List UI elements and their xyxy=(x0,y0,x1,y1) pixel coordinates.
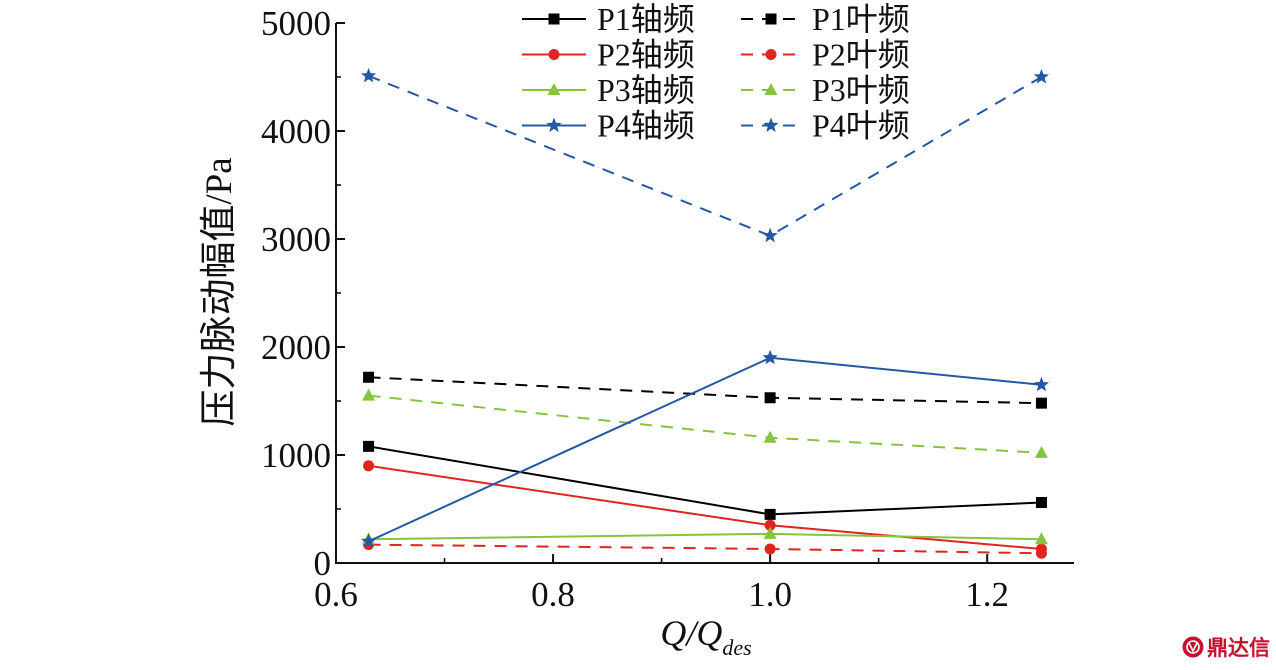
legend-label: P3叶频 xyxy=(812,72,910,108)
series-8-point-1 xyxy=(360,67,377,83)
series-5-point-2 xyxy=(764,392,776,404)
series-layer xyxy=(360,67,1050,559)
legend-item-5: P1叶频 xyxy=(741,1,910,37)
series-2-point-3 xyxy=(1035,543,1047,555)
legend-item-1: P1轴频 xyxy=(522,1,695,37)
legend-marker xyxy=(765,49,777,60)
legend-item-8: P4叶频 xyxy=(741,108,910,144)
series-4-point-3 xyxy=(1033,376,1050,392)
legend-marker xyxy=(548,49,560,60)
legend-item-6: P2叶频 xyxy=(741,37,910,73)
series-2-point-2 xyxy=(764,519,776,531)
legend-item-4: P4轴频 xyxy=(522,108,695,144)
series-1 xyxy=(363,440,1047,520)
series-4-point-2 xyxy=(762,349,778,365)
legend-label: P2轴频 xyxy=(597,37,695,73)
y-axis-title-group: 压力脉动幅值/Pa xyxy=(199,157,240,426)
legend-item-2: P2轴频 xyxy=(522,37,695,73)
series-2-point-1 xyxy=(363,460,375,472)
x-tick-label: 0.6 xyxy=(314,575,358,614)
series-6-point-2 xyxy=(764,543,776,555)
legend-label: P1轴频 xyxy=(597,1,695,37)
y-tick-label: 2000 xyxy=(261,328,331,367)
series-6-line xyxy=(368,543,1042,555)
watermark: 鼎达信 xyxy=(1182,636,1270,660)
x-axis-title: Q/Qdes xyxy=(660,613,751,660)
series-2 xyxy=(363,460,1047,555)
y-tick-label: 4000 xyxy=(261,112,331,151)
series-8-point-2 xyxy=(762,227,778,243)
legend-marker xyxy=(763,117,779,132)
series-8 xyxy=(360,67,1050,243)
x-tick-label: 1.0 xyxy=(748,575,792,614)
legend-label: P4叶频 xyxy=(812,108,910,144)
y-tick-label: 1000 xyxy=(261,436,331,475)
series-4 xyxy=(360,349,1050,548)
series-1-point-2 xyxy=(764,508,776,520)
series-7-point-1 xyxy=(362,388,376,401)
x-axis-title-subscript: des xyxy=(722,635,751,660)
legend-item-7: P3叶频 xyxy=(741,72,910,108)
legend-label: P1叶频 xyxy=(812,1,910,37)
series-3-point-3 xyxy=(1034,532,1048,545)
watermark-logo-icon xyxy=(1182,636,1204,658)
series-4-point-1 xyxy=(360,533,377,548)
series-1-point-3 xyxy=(1035,497,1047,509)
series-5-line xyxy=(368,376,1042,405)
legend-marker xyxy=(547,83,561,95)
legend-label: P3轴频 xyxy=(597,72,695,108)
series-6 xyxy=(363,539,1047,559)
legend-label: P2叶频 xyxy=(812,37,910,73)
y-tick-label: 5000 xyxy=(261,4,331,43)
series-4-line xyxy=(368,356,1042,543)
series-7-line xyxy=(368,394,1042,454)
watermark-text: 鼎达信 xyxy=(1207,636,1270,660)
series-3 xyxy=(362,526,1048,545)
series-3-line xyxy=(368,532,1042,541)
y-axis-title: 压力脉动幅值/Pa xyxy=(199,157,240,426)
watermark-logo-inner-ring xyxy=(1186,640,1200,654)
axes: 0 1000 2000 3000 4000 5000 0.6 0.8 1.0 1.2 xyxy=(261,4,1074,614)
series-7-point-2 xyxy=(763,430,777,443)
watermark-logo-mark xyxy=(1188,642,1198,653)
series-5-point-1 xyxy=(363,371,375,383)
x-tick-label: 0.8 xyxy=(531,575,575,614)
y-tick-label: 0 xyxy=(314,544,332,583)
x-tick-label: 1.2 xyxy=(965,575,1009,614)
series-7-point-3 xyxy=(1034,445,1048,458)
series-7 xyxy=(362,388,1048,458)
series-5 xyxy=(363,371,1047,409)
legend-marker xyxy=(546,117,562,132)
legend-marker xyxy=(764,83,778,95)
series-5-point-3 xyxy=(1035,397,1047,409)
series-1-point-1 xyxy=(363,440,375,452)
series-8-line xyxy=(368,74,1042,237)
series-3-point-2 xyxy=(763,526,777,539)
legend-marker xyxy=(765,13,777,25)
y-tick-label: 3000 xyxy=(261,220,331,259)
legend-marker xyxy=(548,13,560,25)
legend-label: P4轴频 xyxy=(597,108,695,144)
x-axis-title-main: Q/Q xyxy=(660,613,722,653)
legend-item-3: P3轴频 xyxy=(522,72,695,108)
series-8-point-3 xyxy=(1033,69,1050,84)
